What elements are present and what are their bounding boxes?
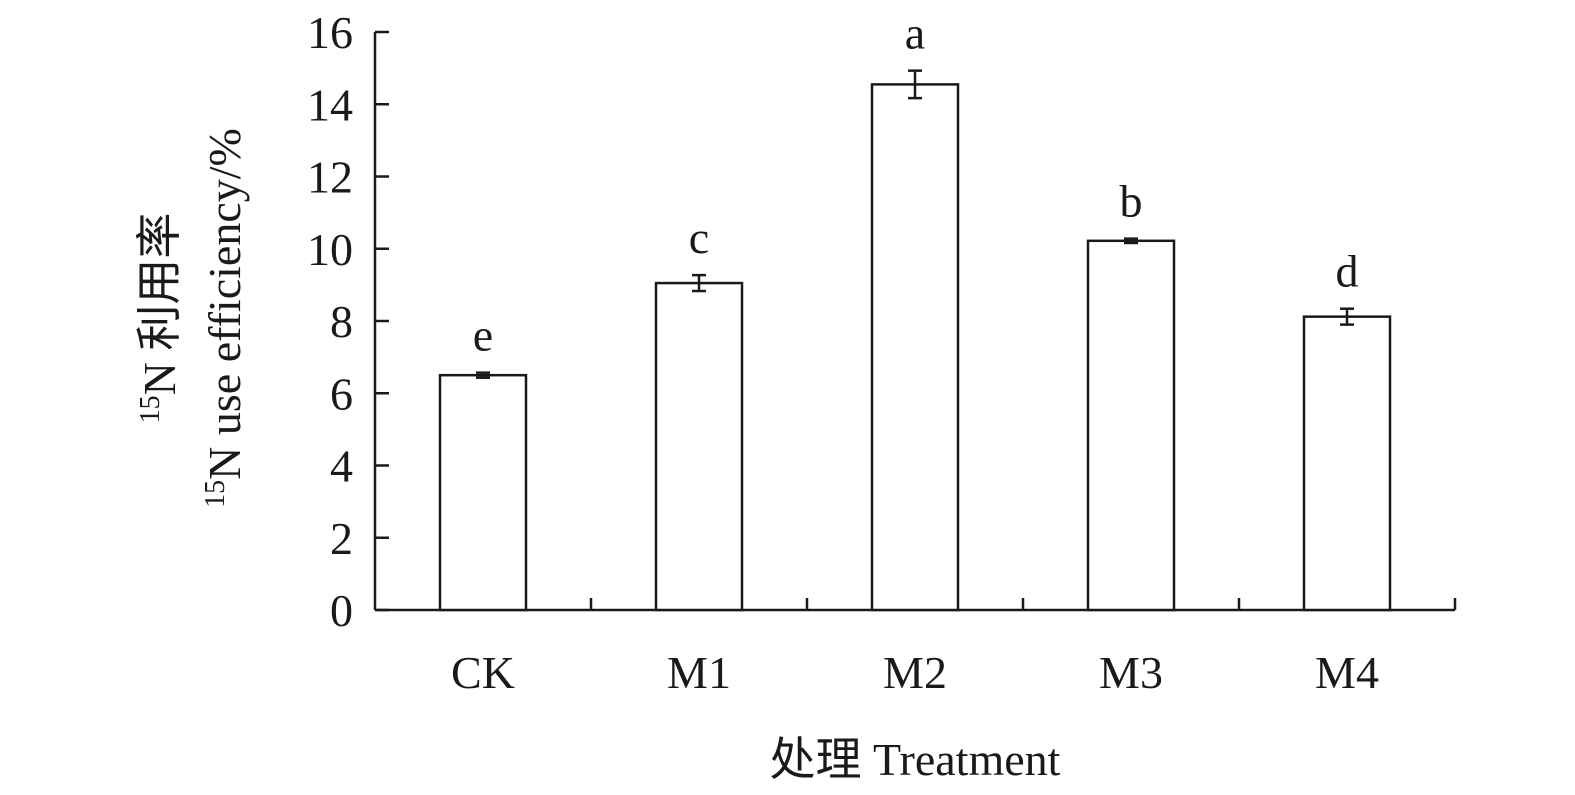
significance-labels: e c a b d: [473, 8, 1359, 361]
y-tick-label-12: 12: [307, 152, 353, 203]
y-axis-title-line-1: 15N 利用率: [134, 213, 185, 424]
y-tick-label-8: 8: [330, 296, 353, 347]
error-bars: [476, 69, 1354, 379]
bar-M2: [870, 83, 960, 612]
x-axis-title: 处理 Treatment: [770, 734, 1061, 785]
bar-M3: [1086, 239, 1176, 612]
significance-label-M1: c: [689, 212, 709, 263]
bar-M1: [654, 281, 744, 612]
y-tick-label-16: 16: [307, 7, 353, 58]
y-axis-title-line-2: 15N use efficiency/%: [199, 128, 250, 508]
x-tick-label-M1: M1: [667, 647, 731, 698]
y-axis-title-line-1-text: N 利用率: [134, 213, 185, 396]
x-tick-label-M4: M4: [1315, 647, 1379, 698]
y-axis-title-line-1-superscript: 15: [135, 395, 166, 423]
y-tick-label-0: 0: [330, 585, 353, 636]
y-axis: 0 2 4 6 8 10 12 14 16: [307, 7, 389, 636]
y-tick-label-2: 2: [330, 513, 353, 564]
y-tick-label-10: 10: [307, 224, 353, 275]
y-axis-title-line-2-superscript: 15: [200, 480, 231, 508]
bar-CK: [438, 373, 528, 612]
bar-M4: [1302, 315, 1392, 612]
y-axis-title-line-2-text: N use efficiency/%: [199, 128, 250, 480]
y-tick-label-6: 6: [330, 368, 353, 419]
bars: [438, 83, 1392, 612]
significance-label-M3: b: [1120, 176, 1143, 227]
y-tick-label-4: 4: [330, 441, 353, 492]
x-tick-label-M2: M2: [883, 647, 947, 698]
y-tick-label-14: 14: [307, 79, 353, 130]
significance-label-M2: a: [905, 8, 925, 59]
x-tick-label-CK: CK: [451, 647, 515, 698]
x-axis: CK M1 M2 M3 M4: [375, 598, 1457, 698]
significance-label-M4: d: [1336, 246, 1359, 297]
x-tick-label-M3: M3: [1099, 647, 1163, 698]
significance-label-CK: e: [473, 310, 493, 361]
